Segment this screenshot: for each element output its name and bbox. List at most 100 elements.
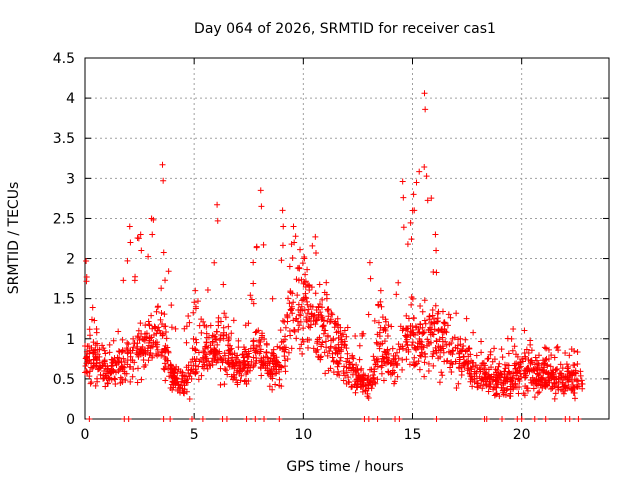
data-point xyxy=(206,361,213,368)
data-point xyxy=(548,385,555,392)
data-point xyxy=(341,363,348,370)
data-point xyxy=(304,301,311,308)
data-point xyxy=(407,219,414,226)
data-point xyxy=(282,346,289,353)
data-point xyxy=(416,336,423,343)
data-point xyxy=(305,306,312,313)
data-point xyxy=(393,349,400,356)
data-point xyxy=(428,326,435,333)
data-point xyxy=(241,378,248,385)
data-point xyxy=(566,352,573,359)
data-point xyxy=(211,259,218,266)
data-point xyxy=(152,340,159,347)
data-point xyxy=(312,233,319,240)
data-point xyxy=(471,373,478,380)
data-point xyxy=(448,360,455,367)
data-point xyxy=(391,369,398,376)
data-point xyxy=(400,224,407,231)
data-point xyxy=(82,343,89,350)
data-point xyxy=(172,325,179,332)
data-point xyxy=(118,363,125,370)
data-point xyxy=(161,311,168,318)
data-point xyxy=(134,235,141,242)
data-point xyxy=(250,280,257,287)
data-point xyxy=(167,369,174,376)
data-point xyxy=(233,356,240,363)
data-point xyxy=(299,336,306,343)
data-point xyxy=(346,379,353,386)
data-point xyxy=(416,352,423,359)
data-point xyxy=(445,311,452,318)
data-point xyxy=(191,299,198,306)
data-point xyxy=(97,371,104,378)
x-tick-label: 0 xyxy=(81,427,90,443)
data-point xyxy=(138,376,145,383)
data-point xyxy=(130,335,137,342)
data-point xyxy=(422,320,429,327)
data-point xyxy=(492,384,499,391)
data-point xyxy=(260,241,267,248)
data-point xyxy=(520,370,527,377)
data-point xyxy=(95,366,102,373)
data-point xyxy=(376,329,383,336)
data-point xyxy=(385,322,392,329)
data-point xyxy=(408,236,415,243)
data-point xyxy=(221,381,228,388)
chart-title: Day 064 of 2026, SRMTID for receiver cas… xyxy=(194,21,496,37)
data-point xyxy=(472,362,479,369)
data-point xyxy=(335,321,342,328)
data-point xyxy=(538,362,545,369)
data-point xyxy=(335,334,342,341)
data-point xyxy=(446,341,453,348)
data-point xyxy=(220,356,227,363)
data-point xyxy=(122,377,129,384)
data-point xyxy=(413,179,420,186)
data-point xyxy=(168,324,175,331)
data-point xyxy=(241,351,248,358)
data-point xyxy=(364,382,371,389)
data-point xyxy=(416,168,423,175)
data-point xyxy=(139,343,146,350)
data-point xyxy=(344,355,351,362)
data-point xyxy=(443,329,450,336)
data-point xyxy=(335,347,342,354)
data-point xyxy=(101,358,108,365)
data-point xyxy=(264,367,271,374)
data-point xyxy=(111,355,118,362)
data-point xyxy=(491,345,498,352)
data-point xyxy=(296,345,303,352)
data-point xyxy=(568,346,575,353)
data-point xyxy=(413,324,420,331)
data-point xyxy=(384,346,391,353)
data-point xyxy=(569,381,576,388)
data-point xyxy=(388,323,395,330)
data-point xyxy=(204,286,211,293)
data-point xyxy=(353,361,360,368)
data-point xyxy=(534,389,541,396)
data-point xyxy=(426,313,433,320)
data-point xyxy=(258,372,265,379)
data-point xyxy=(449,348,456,355)
data-point xyxy=(102,371,109,378)
data-point xyxy=(368,385,375,392)
data-point xyxy=(160,177,167,184)
data-point xyxy=(562,349,569,356)
data-point xyxy=(115,348,122,355)
data-point xyxy=(167,416,174,422)
data-point xyxy=(241,364,248,371)
data-point xyxy=(353,369,360,376)
data-point xyxy=(135,334,142,341)
data-point xyxy=(375,319,382,326)
data-point xyxy=(427,339,434,346)
data-point xyxy=(192,336,199,343)
data-point xyxy=(132,273,139,280)
data-point xyxy=(544,361,551,368)
data-point xyxy=(338,336,345,343)
data-point xyxy=(270,351,277,358)
data-point xyxy=(153,308,160,315)
data-point xyxy=(423,173,430,180)
data-point xyxy=(106,368,113,375)
data-point xyxy=(250,300,257,307)
data-point xyxy=(429,307,436,314)
data-point xyxy=(320,323,327,330)
